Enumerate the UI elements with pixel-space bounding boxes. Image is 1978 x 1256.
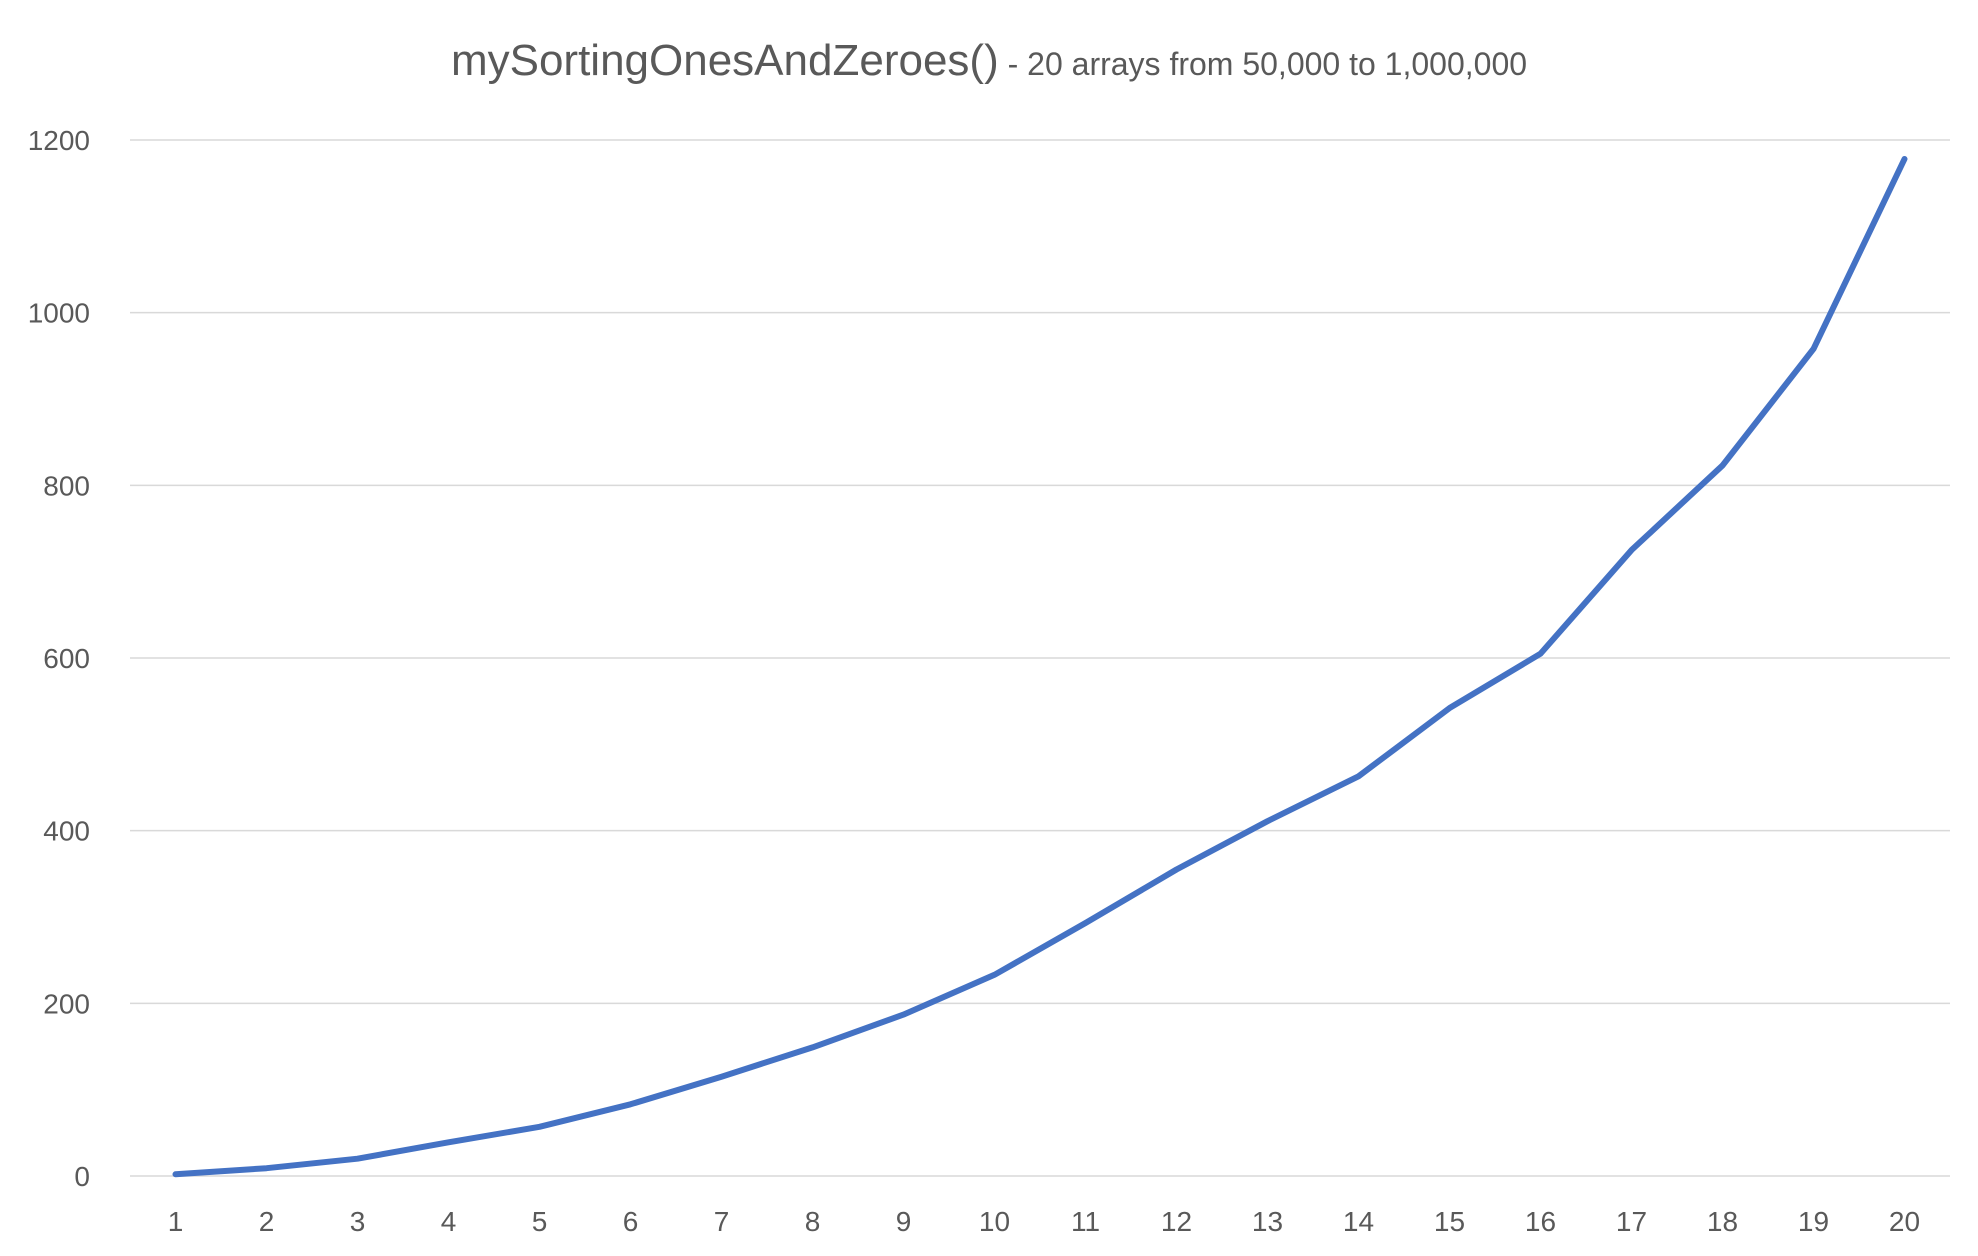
y-tick-label: 1200 [28,125,90,156]
x-tick-label: 2 [259,1206,275,1237]
x-tick-label: 15 [1434,1206,1465,1237]
x-tick-label: 11 [1071,1206,1100,1237]
x-tick-label: 5 [532,1206,548,1237]
y-tick-label: 400 [43,816,90,847]
x-tick-label: 8 [805,1206,821,1237]
y-tick-label: 800 [43,470,90,501]
x-tick-label: 1 [168,1206,184,1237]
x-tick-label: 18 [1707,1206,1738,1237]
y-tick-label: 0 [74,1161,90,1192]
x-tick-label: 14 [1343,1206,1374,1237]
x-tick-label: 9 [896,1206,912,1237]
series-line [172,156,1908,1178]
chart-title: mySortingOnesAndZeroes() - 20 arrays fro… [451,36,1527,85]
x-tick-label: 4 [441,1206,457,1237]
x-tick-label: 10 [979,1206,1010,1237]
x-tick-label: 16 [1525,1206,1556,1237]
x-axis-tick-labels: 1 2 3 4 5 6 7 8 9 10 11 12 13 14 15 16 17 18 19 20 [168,1206,1920,1237]
x-tick-label: 20 [1889,1206,1920,1237]
y-tick-label: 1000 [28,298,90,329]
x-tick-label: 17 [1616,1206,1647,1237]
x-tick-label: 6 [623,1206,639,1237]
chart-title-subtitle: - 20 arrays from 50,000 to 1,000,000 [999,46,1527,82]
y-tick-label: 200 [43,988,90,1019]
x-tick-label: 13 [1252,1206,1283,1237]
chart-title-main: mySortingOnesAndZeroes() [451,36,999,85]
y-tick-label: 600 [43,643,90,674]
x-tick-label: 3 [350,1206,366,1237]
gridlines [130,139,1950,1177]
x-tick-label: 7 [714,1206,730,1237]
x-tick-label: 12 [1161,1206,1192,1237]
y-axis-tick-labels: 0 200 400 600 800 1000 1200 [28,125,90,1192]
x-tick-label: 19 [1798,1206,1829,1237]
series-group [172,156,1908,1178]
